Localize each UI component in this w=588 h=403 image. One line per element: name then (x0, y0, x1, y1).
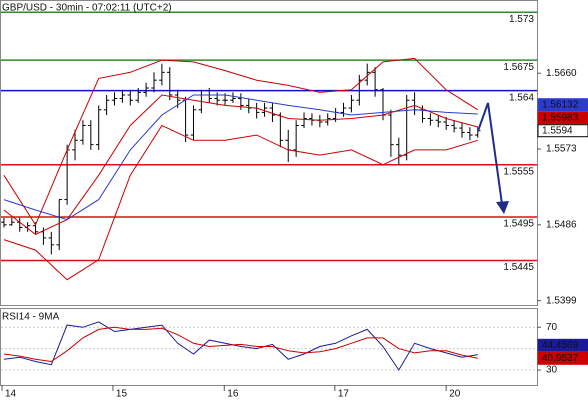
level-label: 1.573 (509, 14, 534, 25)
price-panel (0, 0, 538, 306)
price-box-label: 44.4569 (542, 340, 579, 351)
forecast-arrow (477, 102, 503, 205)
price-box-label: 1.55983 (542, 112, 579, 123)
price-box-label: 40.9537 (542, 353, 579, 364)
y-tick-label: 30 (546, 365, 558, 376)
x-tick-label: 17 (338, 389, 350, 400)
price-box (537, 98, 588, 112)
price-box-label: 1.5594 (542, 125, 573, 136)
chart-title: GBP/USD - 30min - 07:02:11 (UTC+2) (2, 3, 172, 14)
y-tick-label: 1.5573 (546, 144, 577, 155)
rsi-title: RSI14 - 9MA (2, 312, 60, 323)
level-label: 1.564 (509, 92, 534, 103)
x-tick-label: 14 (5, 389, 17, 400)
arrow-head (496, 201, 509, 214)
level-label: 1.5445 (503, 262, 534, 273)
price-box (537, 338, 588, 352)
level-label: 1.5675 (503, 62, 534, 73)
price-box (537, 111, 588, 125)
y-tick-label: 1.5486 (546, 219, 577, 230)
indicator-line (3, 321, 478, 371)
price-box-label: 1.56132 (542, 99, 579, 110)
price-box (537, 351, 588, 365)
indicator-line (3, 326, 478, 363)
indicator-line (3, 94, 478, 235)
x-tick-label: 15 (116, 389, 128, 400)
x-tick-label: 16 (227, 389, 239, 400)
indicator-line (3, 124, 478, 281)
y-tick-label: 70 (546, 322, 558, 333)
x-tick-label: 20 (449, 389, 461, 400)
level-label: 1.5495 (503, 219, 534, 230)
level-label: 1.5555 (503, 166, 534, 177)
y-tick-label: 1.5399 (546, 295, 577, 306)
indicator-line (3, 57, 479, 226)
price-box (537, 124, 588, 138)
indicator-line (3, 94, 478, 221)
y-tick-label: 1.5660 (546, 68, 577, 79)
